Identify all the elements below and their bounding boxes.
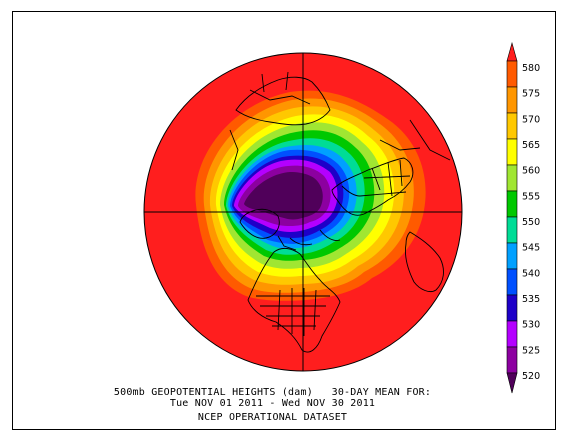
europe-borders — [359, 119, 451, 197]
us-grid — [256, 288, 330, 336]
colorbar-tick-label: 575 — [522, 89, 540, 100]
colorbar: 580 575 570 565 560 555 550 545 540 535 530 525 520 — [506, 41, 540, 394]
colorbar-swatch — [506, 86, 518, 114]
greenland-coastline — [239, 208, 280, 239]
colorbar-swatch — [506, 216, 518, 244]
asia-interior — [229, 71, 311, 171]
colorbar-tick-label: 530 — [522, 320, 540, 331]
chart-title-line2: Tue NOV 01 2011 - Wed NOV 30 2011 — [169, 398, 376, 409]
colorbar-tick-label: 555 — [522, 191, 540, 202]
africa-coastline — [405, 231, 444, 293]
asia-coastline — [235, 76, 331, 126]
colorbar-swatch — [506, 164, 518, 192]
colorbar-swatch — [506, 190, 518, 218]
colorbar-swatch — [506, 346, 518, 374]
colorbar-swatch — [506, 112, 518, 140]
colorbar-arrow-top — [506, 41, 518, 62]
colorbar-tick-label: 525 — [522, 345, 540, 356]
polar-disk-outline — [143, 52, 463, 372]
colorbar-swatch — [506, 138, 518, 166]
chart-title-line3: NCEP OPERATIONAL DATASET — [197, 412, 348, 423]
colorbar-tick-label: 570 — [522, 114, 540, 125]
arctic-islands — [277, 185, 361, 251]
north-america-coastline — [247, 247, 341, 353]
colorbar-tick-label: 560 — [522, 166, 540, 177]
coastlines — [229, 71, 451, 353]
colorbar-tick-label: 550 — [522, 217, 540, 228]
colorbar-swatch — [506, 294, 518, 322]
plot-border — [12, 11, 556, 430]
colorbar-tick-label: 535 — [522, 294, 540, 305]
colorbar-tick-label: 520 — [522, 371, 540, 382]
colorbar-swatch — [506, 268, 518, 296]
colorbar-swatch — [506, 60, 518, 88]
chart-title-line1: 500mb GEOPOTENTIAL HEIGHTS (dam) 30-DAY … — [113, 387, 432, 398]
colorbar-tick-label: 540 — [522, 268, 540, 279]
colorbar-tick-label: 565 — [522, 140, 540, 151]
colorbar-tick-label: 580 — [522, 63, 540, 74]
colorbar-swatch — [506, 242, 518, 270]
colorbar-arrow-bottom — [506, 372, 518, 394]
height-field — [144, 53, 462, 371]
colorbar-swatch — [506, 320, 518, 348]
colorbar-tick-label: 545 — [522, 243, 540, 254]
